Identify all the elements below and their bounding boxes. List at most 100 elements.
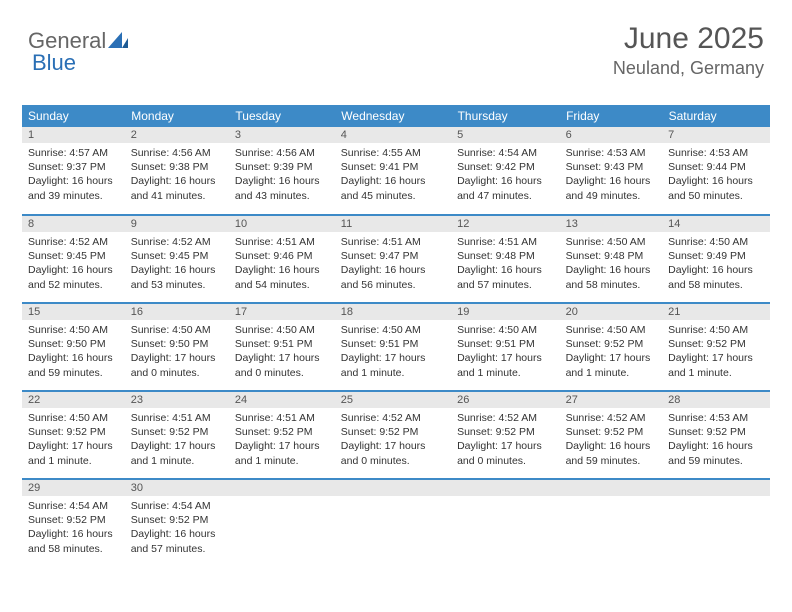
day-content: Sunrise: 4:50 AMSunset: 9:51 PMDaylight:… xyxy=(229,320,335,386)
day-number: 20 xyxy=(560,304,663,320)
sunrise-line: Sunrise: 4:56 AM xyxy=(131,146,223,160)
calendar-cell: 27Sunrise: 4:52 AMSunset: 9:52 PMDayligh… xyxy=(560,391,663,479)
day-content: Sunrise: 4:51 AMSunset: 9:48 PMDaylight:… xyxy=(451,232,560,298)
header-right: June 2025 Neuland, Germany xyxy=(613,22,764,79)
sunrise-line: Sunrise: 4:51 AM xyxy=(457,235,554,249)
col-monday: Monday xyxy=(125,105,229,127)
day-number: 29 xyxy=(22,480,125,496)
calendar-cell: 6Sunrise: 4:53 AMSunset: 9:43 PMDaylight… xyxy=(560,127,663,215)
day-number: 16 xyxy=(125,304,229,320)
day-number-empty xyxy=(229,480,335,496)
daylight-line: Daylight: 17 hours and 1 minute. xyxy=(341,351,445,379)
calendar-cell: 20Sunrise: 4:50 AMSunset: 9:52 PMDayligh… xyxy=(560,303,663,391)
sunset-line: Sunset: 9:44 PM xyxy=(668,160,763,174)
sunrise-line: Sunrise: 4:52 AM xyxy=(28,235,119,249)
day-content: Sunrise: 4:52 AMSunset: 9:52 PMDaylight:… xyxy=(451,408,560,474)
daylight-line: Daylight: 17 hours and 0 minutes. xyxy=(457,439,554,467)
daylight-line: Daylight: 16 hours and 57 minutes. xyxy=(457,263,554,291)
day-number-empty xyxy=(451,480,560,496)
day-number: 4 xyxy=(335,127,451,143)
logo-text-2: Blue xyxy=(32,50,76,76)
sunset-line: Sunset: 9:51 PM xyxy=(235,337,329,351)
sunset-line: Sunset: 9:52 PM xyxy=(457,425,554,439)
calendar-cell: 13Sunrise: 4:50 AMSunset: 9:48 PMDayligh… xyxy=(560,215,663,303)
sunset-line: Sunset: 9:52 PM xyxy=(566,425,657,439)
day-number: 22 xyxy=(22,392,125,408)
sunset-line: Sunset: 9:50 PM xyxy=(28,337,119,351)
day-number-empty xyxy=(560,480,663,496)
calendar-cell: 14Sunrise: 4:50 AMSunset: 9:49 PMDayligh… xyxy=(662,215,769,303)
calendar-week: 29Sunrise: 4:54 AMSunset: 9:52 PMDayligh… xyxy=(22,479,770,567)
day-content: Sunrise: 4:52 AMSunset: 9:52 PMDaylight:… xyxy=(560,408,663,474)
daylight-line: Daylight: 16 hours and 56 minutes. xyxy=(341,263,445,291)
day-content: Sunrise: 4:53 AMSunset: 9:43 PMDaylight:… xyxy=(560,143,663,209)
day-content: Sunrise: 4:51 AMSunset: 9:52 PMDaylight:… xyxy=(229,408,335,474)
calendar-cell: 12Sunrise: 4:51 AMSunset: 9:48 PMDayligh… xyxy=(451,215,560,303)
calendar-cell: 17Sunrise: 4:50 AMSunset: 9:51 PMDayligh… xyxy=(229,303,335,391)
daylight-line: Daylight: 16 hours and 58 minutes. xyxy=(566,263,657,291)
sunset-line: Sunset: 9:39 PM xyxy=(235,160,329,174)
sunset-line: Sunset: 9:45 PM xyxy=(131,249,223,263)
sunrise-line: Sunrise: 4:56 AM xyxy=(235,146,329,160)
day-number: 27 xyxy=(560,392,663,408)
sunset-line: Sunset: 9:42 PM xyxy=(457,160,554,174)
daylight-line: Daylight: 16 hours and 39 minutes. xyxy=(28,174,119,202)
sunrise-line: Sunrise: 4:51 AM xyxy=(131,411,223,425)
col-friday: Friday xyxy=(560,105,663,127)
sunrise-line: Sunrise: 4:53 AM xyxy=(566,146,657,160)
daylight-line: Daylight: 16 hours and 54 minutes. xyxy=(235,263,329,291)
day-content: Sunrise: 4:56 AMSunset: 9:38 PMDaylight:… xyxy=(125,143,229,209)
location: Neuland, Germany xyxy=(613,58,764,79)
sunrise-line: Sunrise: 4:52 AM xyxy=(131,235,223,249)
day-number: 15 xyxy=(22,304,125,320)
day-number: 17 xyxy=(229,304,335,320)
sunset-line: Sunset: 9:52 PM xyxy=(235,425,329,439)
daylight-line: Daylight: 17 hours and 0 minutes. xyxy=(341,439,445,467)
daylight-line: Daylight: 16 hours and 41 minutes. xyxy=(131,174,223,202)
day-content: Sunrise: 4:54 AMSunset: 9:52 PMDaylight:… xyxy=(125,496,229,562)
day-number: 9 xyxy=(125,216,229,232)
day-number: 11 xyxy=(335,216,451,232)
sunset-line: Sunset: 9:51 PM xyxy=(341,337,445,351)
sunrise-line: Sunrise: 4:51 AM xyxy=(235,411,329,425)
calendar-cell: 23Sunrise: 4:51 AMSunset: 9:52 PMDayligh… xyxy=(125,391,229,479)
calendar-cell: 10Sunrise: 4:51 AMSunset: 9:46 PMDayligh… xyxy=(229,215,335,303)
daylight-line: Daylight: 16 hours and 47 minutes. xyxy=(457,174,554,202)
day-number: 18 xyxy=(335,304,451,320)
daylight-line: Daylight: 16 hours and 53 minutes. xyxy=(131,263,223,291)
sunrise-line: Sunrise: 4:54 AM xyxy=(28,499,119,513)
calendar-cell xyxy=(560,479,663,567)
sunrise-line: Sunrise: 4:53 AM xyxy=(668,411,763,425)
day-content: Sunrise: 4:54 AMSunset: 9:52 PMDaylight:… xyxy=(22,496,125,562)
sunset-line: Sunset: 9:46 PM xyxy=(235,249,329,263)
sunset-line: Sunset: 9:52 PM xyxy=(28,425,119,439)
calendar-cell: 8Sunrise: 4:52 AMSunset: 9:45 PMDaylight… xyxy=(22,215,125,303)
day-content: Sunrise: 4:50 AMSunset: 9:50 PMDaylight:… xyxy=(125,320,229,386)
sunset-line: Sunset: 9:49 PM xyxy=(668,249,763,263)
day-content: Sunrise: 4:50 AMSunset: 9:52 PMDaylight:… xyxy=(560,320,663,386)
calendar-table: Sunday Monday Tuesday Wednesday Thursday… xyxy=(22,105,770,567)
calendar-cell: 9 Sunrise: 4:52 AMSunset: 9:45 PMDaylight… xyxy=(125,215,229,303)
daylight-line: Daylight: 17 hours and 1 minute. xyxy=(566,351,657,379)
sunset-line: Sunset: 9:45 PM xyxy=(28,249,119,263)
day-content: Sunrise: 4:50 AMSunset: 9:50 PMDaylight:… xyxy=(22,320,125,386)
daylight-line: Daylight: 17 hours and 1 minute. xyxy=(235,439,329,467)
day-content: Sunrise: 4:53 AMSunset: 9:44 PMDaylight:… xyxy=(662,143,769,209)
daylight-line: Daylight: 16 hours and 57 minutes. xyxy=(131,527,223,555)
sunset-line: Sunset: 9:38 PM xyxy=(131,160,223,174)
day-content: Sunrise: 4:56 AMSunset: 9:39 PMDaylight:… xyxy=(229,143,335,209)
day-content: Sunrise: 4:54 AMSunset: 9:42 PMDaylight:… xyxy=(451,143,560,209)
day-content: Sunrise: 4:50 AMSunset: 9:51 PMDaylight:… xyxy=(451,320,560,386)
day-number: 28 xyxy=(662,392,769,408)
day-content: Sunrise: 4:50 AMSunset: 9:51 PMDaylight:… xyxy=(335,320,451,386)
sunrise-line: Sunrise: 4:50 AM xyxy=(28,323,119,337)
day-number: 8 xyxy=(22,216,125,232)
day-number: 26 xyxy=(451,392,560,408)
col-thursday: Thursday xyxy=(451,105,560,127)
day-content: Sunrise: 4:57 AMSunset: 9:37 PMDaylight:… xyxy=(22,143,125,209)
sunset-line: Sunset: 9:52 PM xyxy=(28,513,119,527)
calendar-week: 15Sunrise: 4:50 AMSunset: 9:50 PMDayligh… xyxy=(22,303,770,391)
calendar-header-row: Sunday Monday Tuesday Wednesday Thursday… xyxy=(22,105,770,127)
day-number: 14 xyxy=(662,216,769,232)
sunset-line: Sunset: 9:48 PM xyxy=(566,249,657,263)
